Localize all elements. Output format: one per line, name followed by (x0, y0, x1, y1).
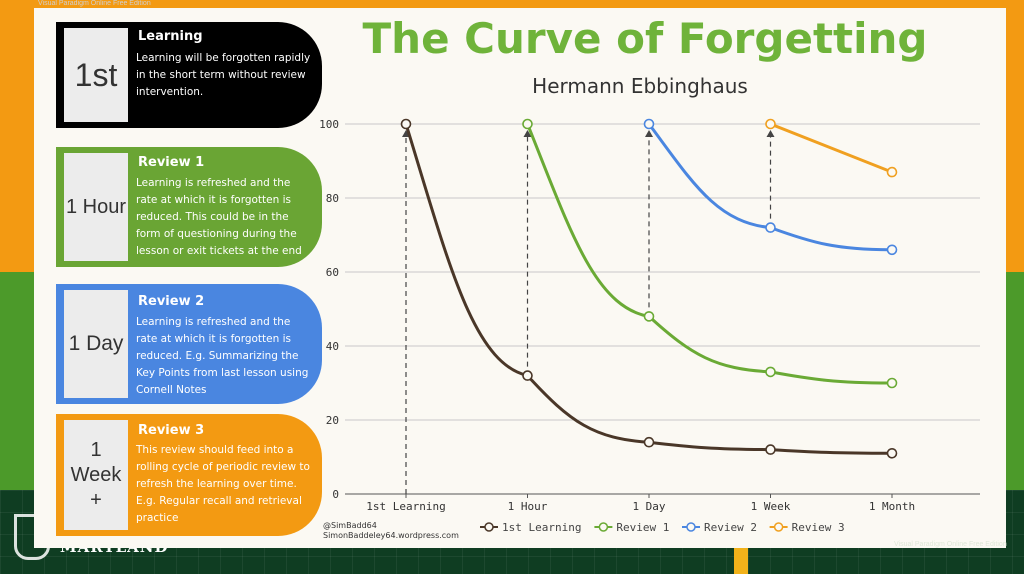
card-tab: 1 Hour (64, 153, 128, 261)
card-tab: 1st (64, 28, 128, 122)
watermark-bottom: Visual Paradigm Online Free Edition (894, 541, 1007, 548)
arrow-head (645, 130, 653, 137)
arrow-head (766, 130, 775, 137)
y-tick-label: 60 (326, 266, 339, 279)
y-tick-label: 40 (326, 340, 339, 353)
yellow-strip (734, 548, 748, 574)
card-title: Review 2 (138, 294, 205, 309)
card-text: Learning is refreshed and the rate at wh… (136, 316, 309, 396)
data-point (643, 118, 655, 130)
card-review-3: 1 Week + Review 3 This review should fee… (56, 414, 322, 536)
page-title: The Curve of Forgetting (362, 14, 928, 63)
page-subtitle: Hermann Ebbinghaus (532, 74, 748, 98)
data-point (765, 444, 776, 455)
card-tab: 1 Week + (64, 420, 128, 530)
data-point (765, 366, 776, 378)
credit-handle: @SimBadd64 (323, 521, 377, 530)
data-point (886, 166, 898, 178)
data-point (522, 370, 533, 381)
x-tick-label: 1 Month (869, 500, 915, 513)
arrow-head (523, 130, 532, 137)
card-review-1: 1 Hour Review 1 Learning is refreshed an… (56, 147, 322, 267)
data-point (765, 222, 776, 233)
data-point (886, 377, 898, 389)
legend-marker (484, 522, 494, 532)
y-tick-label: 20 (326, 414, 339, 427)
series-line (526, 122, 894, 385)
x-tick-label: 1 Week (751, 500, 791, 513)
watermark-top: Visual Paradigm Online Free Edition (38, 0, 151, 7)
data-point (765, 118, 776, 130)
x-tick-label: 1 Hour (508, 500, 548, 513)
card-title: Learning (138, 29, 203, 44)
card-text: Learning will be forgotten rapidly in th… (136, 52, 311, 98)
data-point (643, 311, 655, 322)
x-tick-label: 1 Day (632, 500, 665, 513)
card-title: Review 3 (138, 423, 205, 438)
card-text: Learning is refreshed and the rate at wh… (136, 177, 302, 257)
legend-label: Review 2 (704, 521, 757, 534)
data-point (886, 447, 898, 459)
legend-label: Review 3 (792, 521, 845, 534)
y-tick-label: 80 (326, 192, 339, 205)
x-tick-label: 1st Learning (366, 500, 445, 513)
legend-marker (773, 522, 784, 532)
legend-label: Review 1 (616, 521, 669, 534)
data-point (400, 118, 412, 130)
legend-marker (686, 522, 696, 532)
card-title: Review 1 (138, 155, 205, 170)
data-point (886, 244, 898, 256)
y-tick-label: 0 (332, 488, 339, 501)
card-learning: 1st Learning Learning will be forgotten … (56, 22, 322, 128)
series-line (404, 122, 894, 455)
legend-marker (598, 522, 609, 532)
card-text: This review should feed into a rolling c… (136, 444, 310, 524)
legend-label: 1st Learning (502, 521, 581, 534)
y-tick-label: 100 (319, 118, 339, 131)
credit-site: SimonBaddeley64.wordpress.com (323, 531, 459, 540)
card-review-2: 1 Day Review 2 Learning is refreshed and… (56, 284, 322, 404)
data-point (522, 118, 533, 130)
card-tab: 1 Day (64, 290, 128, 398)
series-line (769, 122, 894, 174)
data-point (643, 436, 655, 448)
